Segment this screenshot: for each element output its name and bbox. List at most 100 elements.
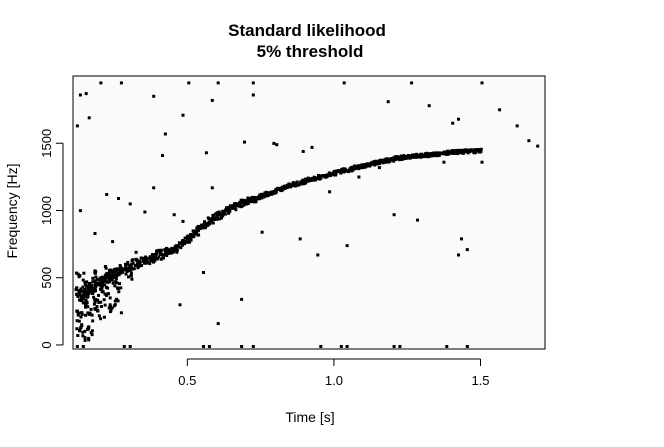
heatmap-cell-ridge: [349, 166, 353, 169]
heatmap-cell-baseline: [240, 345, 244, 348]
heatmap-cell-cluster: [85, 301, 88, 305]
heatmap-cell-ridge: [221, 210, 225, 213]
heatmap-cell-cluster: [99, 284, 103, 288]
heatmap-cell-ridge: [327, 172, 331, 176]
heatmap-cell-ridge: [84, 290, 88, 294]
heatmap-cell-scatter: [451, 121, 455, 125]
heatmap-cell-ridge: [194, 230, 198, 234]
heatmap-cell-ridge: [189, 233, 193, 236]
heatmap-cell-cluster: [126, 269, 129, 273]
heatmap-cell-scatter: [216, 322, 220, 326]
heatmap-cell-ridge: [402, 154, 406, 158]
heatmap-cell-ridge: [427, 154, 431, 158]
heatmap-cell-ridge: [298, 181, 302, 185]
heatmap-cell-ridge: [166, 251, 170, 255]
heatmap-cell-ridge: [177, 241, 181, 245]
heatmap-cell-baseline: [445, 345, 449, 348]
heatmap-cell-scatter: [172, 213, 176, 217]
heatmap-cell-ridge: [195, 232, 199, 236]
heatmap-cell-scatter: [465, 248, 469, 252]
heatmap-cell-scatter: [310, 145, 314, 149]
heatmap-cell-cluster: [103, 265, 107, 268]
heatmap-cell-ridge: [448, 151, 452, 155]
heatmap-cell-cluster: [77, 319, 81, 323]
heatmap-cell-ridge: [103, 277, 107, 281]
heatmap-cell-ridge: [126, 262, 130, 266]
heatmap-cell-cluster: [90, 313, 94, 317]
heatmap-cell-scatter: [536, 144, 540, 148]
x-tick-label: 1.0: [325, 373, 343, 388]
heatmap-cell-ridge: [218, 217, 222, 221]
heatmap-cell-ridge: [350, 168, 354, 172]
heatmap-cell-baseline: [465, 345, 469, 348]
heatmap-cell-ridge: [103, 273, 107, 277]
heatmap-cell-ridge: [179, 246, 183, 250]
heatmap-cell-ridge: [347, 170, 351, 174]
heatmap-cell-ridge: [93, 287, 97, 290]
heatmap-cell-scatter: [410, 81, 414, 85]
heatmap-cell-ridge: [118, 268, 122, 272]
heatmap-cell-ridge: [457, 150, 461, 154]
y-tick-label: 1500: [39, 129, 54, 158]
heatmap-cell-ridge: [131, 261, 135, 265]
heatmap-cell-ridge: [445, 151, 449, 155]
heatmap-cell-ridge: [155, 252, 158, 256]
heatmap-cell-scatter: [480, 81, 484, 85]
heatmap-cell-cluster: [102, 298, 106, 302]
heatmap-cell-ridge: [258, 193, 262, 197]
heatmap-cell-baseline: [251, 345, 255, 348]
heatmap-cell-cluster: [116, 299, 120, 303]
heatmap-cell-ridge: [171, 249, 175, 253]
plot-frame: [72, 75, 546, 350]
heatmap-cell-ridge: [160, 256, 164, 260]
heatmap-cell-cluster: [94, 270, 98, 274]
heatmap-cell-scatter: [202, 271, 205, 274]
heatmap-cell-ridge: [148, 262, 152, 266]
heatmap-cell-cluster: [78, 328, 81, 332]
heatmap-cell-ridge: [157, 255, 161, 259]
heatmap-cell-cluster: [113, 303, 117, 307]
heatmap-cell-cluster: [103, 303, 107, 307]
heatmap-cell-ridge: [130, 267, 134, 271]
heatmap-cell-baseline: [319, 345, 323, 348]
heatmap-cell-ridge: [206, 223, 210, 227]
heatmap-cell-cluster: [80, 324, 84, 328]
heatmap-cell-ridge: [233, 204, 237, 208]
heatmap-cell-scatter: [377, 166, 381, 170]
heatmap-cell-ridge: [93, 279, 97, 283]
heatmap-cell-ridge: [436, 153, 440, 157]
heatmap-cell-ridge: [161, 253, 165, 257]
heatmap-cell-cluster: [75, 271, 78, 275]
heatmap-cell-scatter: [178, 303, 182, 307]
heatmap-cell-ridge: [114, 277, 118, 281]
y-axis-label: Frequency [Hz]: [4, 164, 20, 259]
x-axis: 0.5 1.0 1.5: [178, 358, 490, 388]
heatmap-cell-ridge: [189, 235, 193, 239]
heatmap-cell-scatter: [460, 237, 463, 241]
heatmap-cell-ridge: [478, 149, 481, 153]
heatmap-cell-cluster: [75, 319, 79, 323]
heatmap-cell-ridge: [81, 289, 85, 293]
heatmap-cell-cluster: [91, 276, 95, 280]
heatmap-cell-cluster: [119, 286, 123, 290]
heatmap-cell-ridge: [142, 261, 146, 265]
heatmap-cell-ridge: [473, 148, 477, 152]
heatmap-cell-baseline: [339, 345, 343, 348]
heatmap-cell-cluster: [97, 314, 101, 318]
heatmap-cell-ridge: [222, 211, 226, 215]
heatmap-cell-scatter: [78, 93, 82, 97]
heatmap-cell-scatter: [117, 197, 120, 200]
heatmap-cell-ridge: [429, 154, 433, 158]
heatmap-cell-cluster: [87, 312, 91, 316]
heatmap-cell-cluster: [99, 300, 103, 304]
heatmap-cell-ridge: [415, 155, 419, 159]
heatmap-cell-ridge: [86, 285, 90, 289]
heatmap-cell-ridge: [236, 204, 240, 208]
heatmap-cell-ridge: [121, 270, 125, 274]
chart-subtitle: 5% threshold: [257, 42, 364, 61]
heatmap-cell-baseline: [122, 345, 126, 348]
heatmap-cell-cluster: [118, 282, 121, 286]
heatmap-cell-ridge: [115, 268, 119, 272]
heatmap-cell-ridge: [291, 183, 294, 187]
heatmap-cell-ridge: [187, 236, 191, 240]
